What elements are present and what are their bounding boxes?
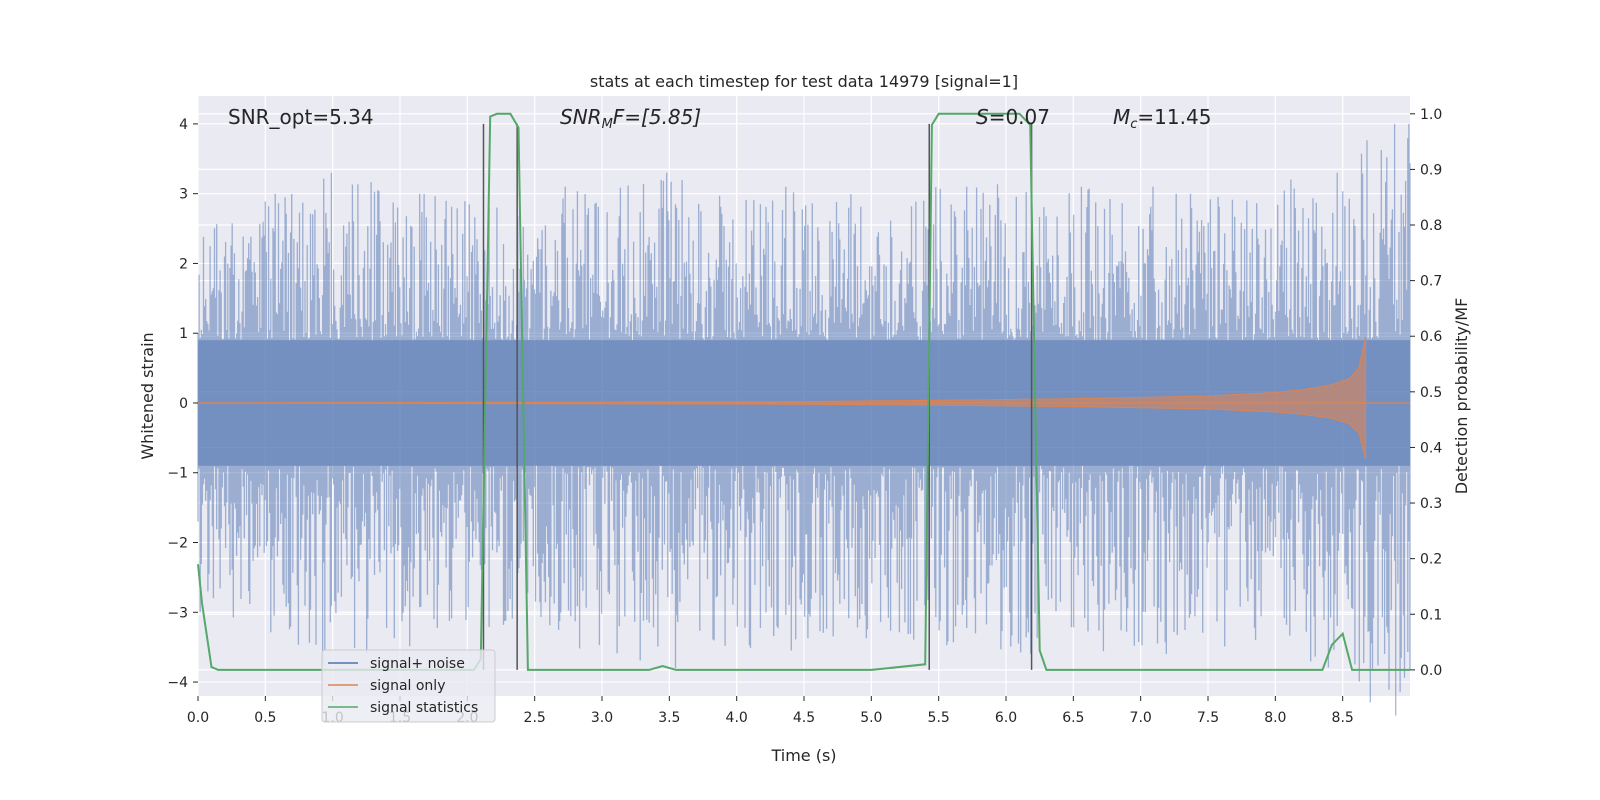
y-axis-label: Whitened strain [138,332,157,459]
y-tick-label: −3 [167,605,188,621]
x-tick-label: 6.5 [1062,710,1084,726]
legend-box [321,649,496,723]
y-tick-label: 3 [179,187,188,203]
y-tick-label: 2 [179,256,188,272]
x-axis-label: Time (s) [770,746,836,765]
x-tick-label: 0.5 [254,710,276,726]
x-tick-label: 0.0 [187,710,209,726]
y-tick-label: 1 [179,326,188,342]
chart-title: stats at each timestep for test data 149… [590,72,1018,91]
y-tick-label: 4 [179,117,188,133]
y2-tick-label: 0.0 [1420,663,1442,679]
x-tick-label: 4.0 [726,710,748,726]
annotation-chirp-mass: Mc=11.45 [1113,105,1211,132]
x-tick-label: 8.0 [1264,710,1286,726]
y-tick-label: 0 [179,396,188,412]
x-tick-label: 2.5 [524,710,546,726]
annotation-snr-mf-main: SNR [560,105,602,129]
y2-axis-label: Detection probability/MF [1452,298,1471,495]
x-tick-label: 5.0 [860,710,882,726]
y2-tick-label: 0.9 [1420,162,1442,178]
annotation-snr-mf-sub: M [602,117,613,132]
annotation-snr-opt: SNR_opt=5.34 [228,105,374,129]
y-tick-label: −4 [167,675,188,691]
legend: signal+ noise signal only signal statist… [321,649,496,723]
y2-tick-label: 0.3 [1420,496,1442,512]
y2-tick-label: 0.7 [1420,274,1442,290]
legend-label-signal-only: signal only [370,678,445,694]
x-tick-label: 8.5 [1332,710,1354,726]
annotation-mc-value: =11.45 [1137,105,1211,129]
annotation-snr-mf-rest: F=[5.85] [613,105,701,129]
annotation-s-value: =0.07 [989,105,1050,129]
y2-tick-label: 0.2 [1420,552,1442,568]
signal-only-envelope [197,336,1367,460]
legend-label-signal-noise: signal+ noise [370,656,465,672]
y2-axis-ticks: 1.0 0.9 0.8 0.7 0.6 0.5 0.4 0.3 0.2 0.1 0.0 [1410,107,1442,679]
x-tick-label: 6.0 [995,710,1017,726]
y-tick-label: −2 [167,536,188,552]
annotation-snr-mf: SNRMF=[5.85] [560,105,701,132]
series-signal-only [197,336,1410,460]
y2-tick-label: 0.8 [1420,218,1442,234]
y2-tick-label: 0.6 [1420,329,1442,345]
annotation-s: S=0.07 [976,105,1050,129]
x-tick-label: 4.5 [793,710,815,726]
y2-tick-label: 1.0 [1420,107,1442,123]
y-tick-label: −1 [167,466,188,482]
annotation-mc-sub: c [1130,117,1137,132]
legend-label-signal-statistics: signal statistics [370,700,478,716]
annotation-s-label: S [976,105,989,129]
x-tick-label: 7.5 [1197,710,1219,726]
x-tick-label: 7.0 [1130,710,1152,726]
y2-tick-label: 0.1 [1420,607,1442,623]
y2-tick-label: 0.4 [1420,440,1442,456]
x-axis-ticks: 0.00.51.01.52.02.53.03.54.04.55.05.56.06… [187,696,1354,726]
y2-tick-label: 0.5 [1420,385,1442,401]
y-axis-ticks: 4 3 2 1 0 −1 −2 −3 −4 [167,117,198,691]
x-tick-label: 3.0 [591,710,613,726]
annotation-mc-label: M [1113,105,1130,129]
x-tick-label: 3.5 [658,710,680,726]
x-tick-label: 5.5 [928,710,950,726]
